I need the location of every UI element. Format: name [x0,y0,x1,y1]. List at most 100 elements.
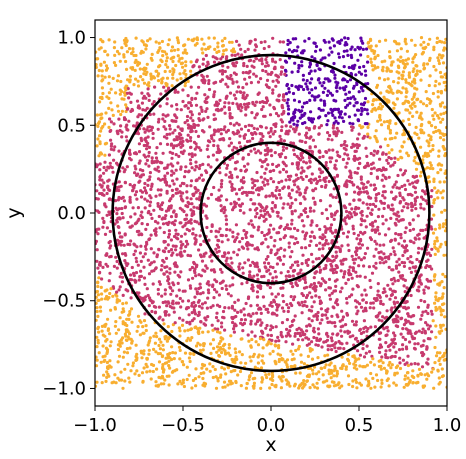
scatter-point [342,146,346,150]
scatter-point [108,291,112,296]
scatter-point [177,143,181,147]
scatter-point [189,179,194,183]
scatter-point [307,116,311,120]
scatter-point [349,71,353,76]
scatter-point [293,61,297,65]
scatter-point [156,165,160,169]
scatter-point [249,371,254,375]
scatter-point [172,171,176,175]
scatter-point [128,312,132,316]
scatter-point [96,197,100,201]
scatter-point [400,144,404,148]
scatter-point [147,238,151,242]
scatter-point [173,90,177,94]
scatter-point [97,263,102,267]
scatter-point [164,214,168,218]
scatter-point [324,208,328,212]
scatter-point [239,127,244,131]
scatter-point [328,79,332,83]
scatter-point [221,279,225,283]
scatter-point [405,361,409,365]
scatter-point [218,304,222,309]
scatter-point [108,246,112,250]
scatter-point [426,152,430,156]
scatter-point [444,169,447,173]
scatter-point [326,137,330,141]
scatter-point [202,42,206,46]
scatter-point [354,378,358,382]
scatter-point [227,346,231,350]
scatter-point [417,237,421,241]
scatter-point [392,106,396,110]
scatter-point [216,319,220,323]
scatter-point [345,144,349,148]
scatter-point [172,283,176,287]
scatter-point [114,63,118,67]
scatter-point [207,291,211,295]
scatter-point [190,202,194,206]
scatter-point [344,180,348,185]
scatter-point [326,353,330,357]
scatter-point [379,364,383,368]
scatter-point [208,125,212,129]
scatter-point [175,177,179,181]
scatter-point [141,379,145,383]
scatter-point [268,135,272,139]
scatter-point [194,187,198,191]
scatter-point [168,271,172,275]
scatter-point [402,261,407,265]
scatter-point [145,70,149,74]
scatter-point [405,151,409,155]
scatter-point [285,146,289,150]
scatter-point [372,363,376,367]
scatter-point [299,328,303,332]
scatter-point [199,243,203,247]
scatter-point [148,125,152,129]
scatter-point [214,247,218,251]
scatter-point [224,284,228,288]
scatter-point [356,349,360,353]
scatter-point [142,265,146,269]
scatter-point [128,183,132,187]
scatter-point [117,231,122,235]
scatter-point [143,130,147,134]
scatter-point [235,61,239,65]
scatter-point [139,259,143,263]
scatter-point [362,319,366,323]
scatter-point [202,117,206,121]
scatter-point [312,126,316,130]
scatter-point [99,129,103,133]
scatter-point [327,40,331,44]
scatter-point [126,107,130,111]
scatter-point [327,53,331,57]
scatter-point [241,329,245,333]
scatter-point [430,247,434,251]
scatter-point [259,40,263,45]
scatter-point [182,182,186,186]
scatter-point [160,207,164,212]
scatter-point [427,180,432,184]
scatter-point [247,123,251,127]
scatter-point [119,124,123,128]
scatter-point [390,203,394,207]
scatter-point [238,262,242,266]
scatter-point [288,120,292,124]
scatter-point [277,375,281,379]
scatter-point [155,367,159,371]
scatter-point [248,243,252,247]
scatter-point [171,131,175,135]
scatter-point [255,127,260,131]
scatter-point [396,81,400,85]
scatter-point [193,295,197,299]
scatter-point [321,247,325,251]
scatter-point [189,197,193,201]
scatter-point [347,268,351,272]
scatter-point [334,159,338,163]
scatter-point [444,152,447,156]
scatter-point [171,179,175,183]
scatter-point [390,354,394,359]
scatter-point [296,185,300,189]
scatter-point [141,67,145,71]
scatter-point [290,83,294,88]
scatter-point [311,383,315,387]
